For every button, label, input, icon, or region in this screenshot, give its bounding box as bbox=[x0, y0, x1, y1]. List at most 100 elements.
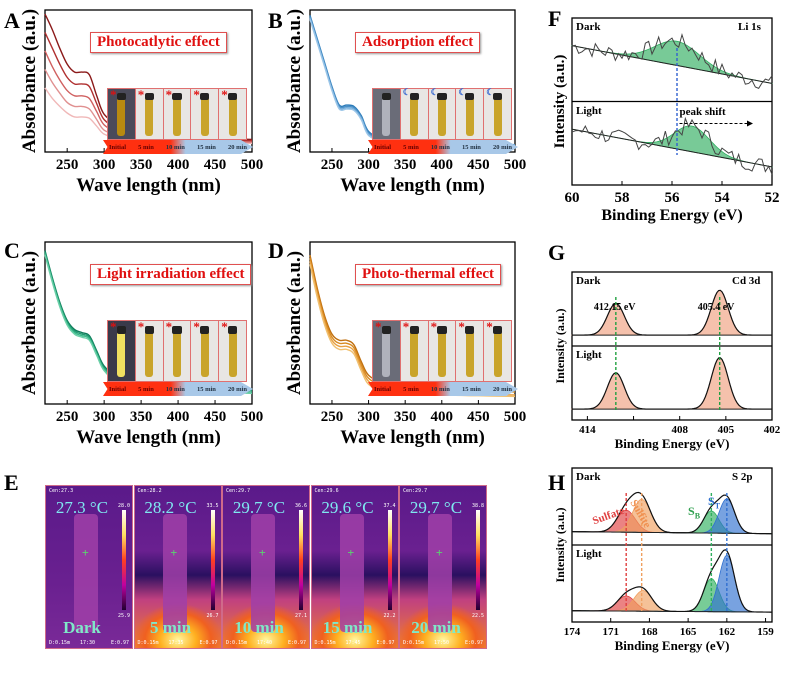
plot-frame bbox=[44, 241, 253, 405]
condition-label: Light bbox=[576, 104, 602, 117]
temperature-label: 29.6 °C bbox=[321, 498, 374, 517]
condition-label: Dark bbox=[576, 275, 601, 287]
color-scale-bar bbox=[210, 510, 215, 610]
x-axis-label: Wave length (nm) bbox=[76, 427, 221, 448]
temperature-label: 29.7 °C bbox=[232, 498, 286, 517]
y-axis-label: Intensity (a.u.) bbox=[553, 507, 567, 582]
vial-cell: ☾ bbox=[484, 87, 511, 139]
vial-cap bbox=[200, 93, 210, 100]
vial-cell: * bbox=[373, 319, 401, 381]
thermal-vial bbox=[251, 514, 275, 632]
emissivity-readout: E:0.97 bbox=[199, 640, 218, 646]
crosshair-icon: + bbox=[170, 546, 178, 559]
vial-cap bbox=[144, 93, 154, 100]
x-tick-label: 162 bbox=[719, 626, 736, 638]
raw-spectrum bbox=[571, 32, 773, 89]
vial bbox=[437, 98, 446, 136]
time-arrow: Initial 5 min 10 min 15 min 20 min bbox=[368, 382, 518, 396]
x-tick-label: 250 bbox=[56, 409, 79, 425]
x-tick-label: 400 bbox=[431, 157, 454, 173]
plot-frame bbox=[309, 241, 516, 405]
scale-min: 26.7 bbox=[206, 613, 219, 619]
star-marker: * bbox=[486, 319, 493, 334]
vial-cell: * bbox=[219, 319, 246, 381]
vial bbox=[493, 331, 502, 378]
x-axis-label: Wave length (nm) bbox=[340, 427, 485, 448]
envelope-line bbox=[572, 357, 772, 410]
element-label: Li 1s bbox=[738, 21, 761, 33]
vial-photo-inset: * * * * * bbox=[107, 87, 247, 140]
vial bbox=[382, 98, 391, 136]
element-label: Cd 3d bbox=[732, 275, 761, 287]
x-tick-label: 450 bbox=[204, 157, 227, 173]
sb-label: SB bbox=[688, 504, 701, 521]
x-tick-label: 400 bbox=[167, 409, 190, 425]
star-marker: * bbox=[165, 87, 173, 102]
panel-label-f: F bbox=[548, 6, 562, 31]
time-label: 15 min bbox=[196, 143, 216, 151]
x-tick-label: 300 bbox=[357, 409, 380, 425]
x-tick-label: 350 bbox=[130, 409, 153, 425]
time-label: 20 min bbox=[411, 618, 461, 637]
chart-h: 174 171 168 165 162 159 Binding Energy (eV) Int… bbox=[553, 467, 774, 653]
thermal-vial bbox=[339, 514, 364, 632]
panel-label-e: E bbox=[4, 470, 19, 495]
vial-cell: * bbox=[456, 319, 485, 381]
thermal-image: Cen:29.7 29.7 °C 36.6 27.1 +10 min D:0.15m 17:… bbox=[222, 485, 310, 649]
chart-title: Light irradiation effect bbox=[90, 264, 252, 285]
condition-label: Dark bbox=[576, 21, 601, 33]
x-tick-label: 500 bbox=[241, 157, 264, 173]
vial-cell: ☾ bbox=[456, 87, 485, 139]
distance-readout: D:0.15m bbox=[49, 640, 71, 646]
thermal-image: Cen:28.2 28.2 °C 33.5 26.7 +5 min D:0.15m 17:3… bbox=[133, 485, 222, 649]
time-label: 20 min bbox=[227, 143, 247, 151]
panel-label-h: H bbox=[548, 470, 566, 495]
color-scale-bar bbox=[299, 510, 303, 610]
vial-cap bbox=[116, 325, 126, 335]
vial bbox=[410, 98, 419, 136]
time-label: 10 min bbox=[234, 618, 284, 637]
vial-cap bbox=[172, 325, 182, 335]
emissivity-readout: E:0.97 bbox=[464, 640, 483, 646]
x-tick-label: 450 bbox=[467, 157, 490, 173]
scale-min: 25.9 bbox=[117, 613, 130, 619]
scale-max: 37.4 bbox=[383, 503, 396, 509]
vial-cell: * bbox=[108, 319, 136, 381]
vial bbox=[410, 331, 419, 378]
star-marker: * bbox=[110, 319, 117, 334]
chart-b: 250 300 350 400 450 500 Wave length (nm) Absorb… bbox=[284, 9, 526, 196]
crosshair-icon: + bbox=[259, 546, 266, 559]
y-axis-label: Intensity (a.u.) bbox=[552, 55, 568, 149]
time-label: 10 min bbox=[430, 385, 450, 393]
star-marker: * bbox=[137, 319, 145, 334]
temperature-label: 27.3 °C bbox=[55, 498, 109, 517]
vial-cap bbox=[409, 93, 419, 100]
x-tick-label: 400 bbox=[167, 157, 190, 173]
time-label: 5 min bbox=[138, 143, 154, 151]
time-label: 20 min bbox=[492, 385, 512, 393]
thermal-image: Cen:29.7 29.7 °C 38.8 22.5 +20 min D:0.15m 17:… bbox=[399, 485, 487, 649]
vial-cap bbox=[228, 325, 238, 335]
vial-cell bbox=[373, 89, 401, 139]
x-tick-label: 405 bbox=[718, 424, 735, 436]
x-tick-label: 60 bbox=[565, 190, 580, 206]
moon-marker: ☾ bbox=[458, 87, 467, 97]
time-label: 20 min bbox=[227, 385, 247, 393]
peak-value-label: 405.4 eV bbox=[697, 302, 735, 313]
vial-cell: * bbox=[135, 319, 164, 381]
vial-cap bbox=[200, 325, 210, 335]
time-label: 5 min bbox=[138, 385, 154, 393]
chart-c: 250 300 350 400 450 500 Wave length (nm) Absorb… bbox=[19, 241, 263, 448]
distance-readout: D:0.15m bbox=[226, 640, 248, 646]
scale-min: 27.1 bbox=[294, 613, 307, 619]
vial bbox=[228, 331, 237, 378]
vial bbox=[172, 331, 181, 378]
center-temp-readout: Cen:29.7 bbox=[226, 488, 251, 494]
scale-max: 36.6 bbox=[294, 503, 307, 509]
star-marker: * bbox=[137, 87, 145, 102]
condition-label: Light bbox=[576, 548, 602, 560]
x-tick-label: 52 bbox=[765, 190, 780, 206]
star-marker: * bbox=[110, 87, 117, 102]
x-tick-label: 400 bbox=[431, 409, 454, 425]
star-marker: * bbox=[193, 87, 200, 102]
